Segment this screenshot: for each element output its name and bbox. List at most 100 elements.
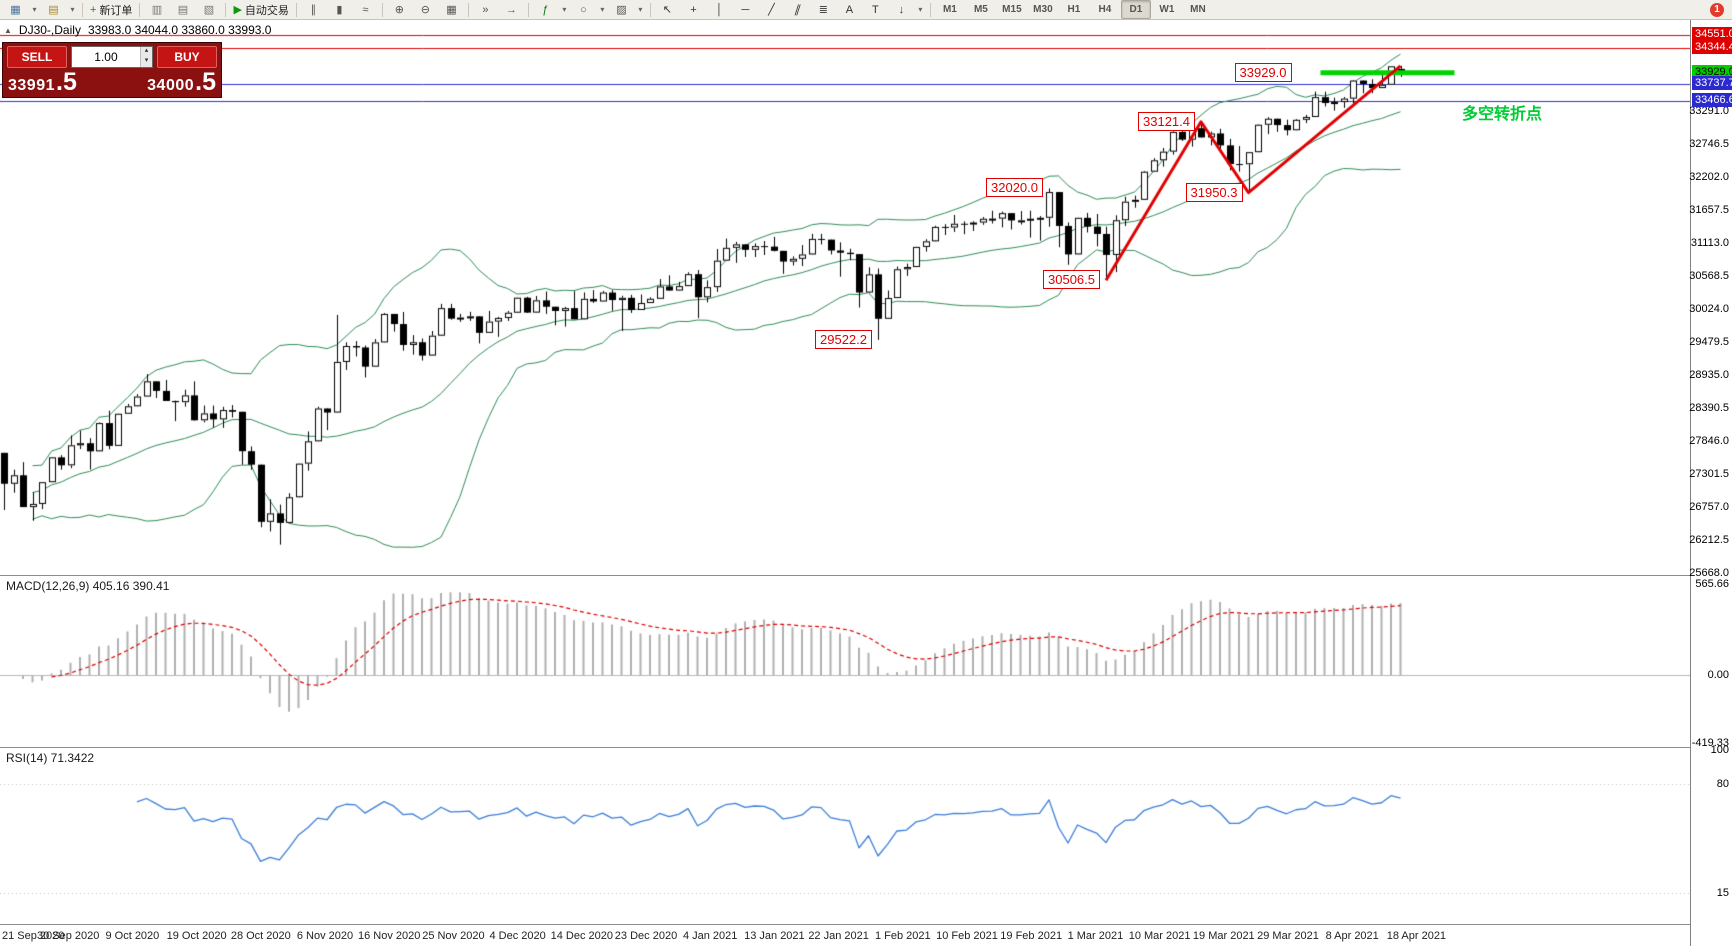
- fibonacci-icon[interactable]: ≣: [818, 4, 829, 16]
- indicators-icon[interactable]: ƒ: [542, 3, 549, 16]
- timeframe-m30[interactable]: M30: [1033, 4, 1053, 15]
- toolbar-separator: [295, 2, 297, 17]
- autotrading-icon[interactable]: ▶ 自动交易: [233, 4, 289, 17]
- panel-separator[interactable]: [0, 747, 1732, 748]
- profiles-dropdown-icon[interactable]: ▾: [70, 5, 75, 14]
- trendline-icon[interactable]: ╱: [768, 4, 775, 16]
- notification-badge-icon[interactable]: 1: [1710, 2, 1724, 17]
- text-icon[interactable]: A: [845, 3, 854, 16]
- time-axis-label: 19 Feb 2021: [1000, 930, 1063, 942]
- time-axis-label: 23 Dec 2020: [614, 930, 678, 942]
- timeframe-m15[interactable]: M15: [1002, 4, 1022, 15]
- volume-field[interactable]: ▴ ▾: [71, 46, 153, 68]
- price-scale-label: 26212.5: [1689, 534, 1729, 547]
- price-annotation[interactable]: 29522.2: [815, 329, 872, 349]
- chart-note-text[interactable]: 多空转折点: [1462, 106, 1543, 123]
- sell-price-frac: .5: [56, 68, 77, 96]
- price-annotation[interactable]: 33121.4: [1138, 111, 1195, 131]
- periods-dropdown-icon[interactable]: ▾: [600, 5, 605, 14]
- price-scale-label: 27301.5: [1689, 468, 1729, 481]
- periods-icon[interactable]: ○: [580, 3, 587, 16]
- zoom-out-icon[interactable]: ⊖: [420, 4, 431, 16]
- price-scale-label: 30568.5: [1689, 270, 1729, 283]
- price-scale-label: 26757.0: [1689, 501, 1729, 514]
- bar-chart-icon[interactable]: ∥: [310, 4, 317, 16]
- volume-up-icon[interactable]: ▴: [140, 47, 152, 57]
- rsi-scale-label: 100: [1710, 744, 1729, 756]
- buy-price-frac: .5: [195, 68, 216, 96]
- templates-icon[interactable]: ▨: [616, 4, 627, 16]
- price-annotation[interactable]: 33929.0: [1234, 62, 1292, 82]
- timeframe-m5[interactable]: M5: [973, 4, 988, 15]
- time-axis-label: 4 Dec 2020: [489, 930, 546, 942]
- volume-input[interactable]: [72, 47, 140, 67]
- new-chart-icon[interactable]: ▦: [10, 4, 21, 16]
- time-axis-label: 13 Jan 2021: [744, 930, 805, 942]
- sell-button[interactable]: SELL: [7, 46, 67, 68]
- price-scale-label: 27846.0: [1689, 435, 1729, 448]
- price-annotation[interactable]: 31950.3: [1185, 182, 1243, 202]
- collapse-subwindow-icon[interactable]: ▲: [4, 25, 12, 35]
- timeframe-d1[interactable]: D1: [1120, 0, 1151, 19]
- price-scale-label: 32202.0: [1689, 171, 1729, 184]
- chart-shift-icon[interactable]: →: [505, 3, 517, 16]
- time-axis-label: 19 Mar 2021: [1192, 930, 1255, 942]
- zoom-in-icon[interactable]: ⊕: [394, 4, 405, 16]
- toolbar-separator: [381, 2, 383, 17]
- panel-separator[interactable]: [0, 575, 1732, 576]
- price-scale-label: 28390.5: [1689, 402, 1729, 415]
- toolbar-separator: [225, 2, 227, 17]
- indicators-dropdown-icon[interactable]: ▾: [562, 5, 567, 14]
- line-chart-icon[interactable]: ≈: [362, 3, 369, 16]
- navigator-icon[interactable]: ▧: [203, 4, 215, 16]
- time-axis-label: 19 Oct 2020: [166, 930, 227, 942]
- price-scale[interactable]: 33291.0 32746.5 32202.0 31657.5 31113.0 30568…: [1689, 20, 1732, 946]
- chart-canvas[interactable]: [0, 20, 1690, 946]
- horizontal-line-icon[interactable]: ─: [741, 3, 750, 16]
- arrows-tool-icon[interactable]: ↓: [898, 3, 905, 16]
- quote-prices: 33991 .5 34000 .5: [7, 70, 217, 95]
- time-axis-label: 22 Jan 2021: [808, 930, 869, 942]
- new-chart-dropdown-icon[interactable]: ▾: [32, 5, 37, 14]
- volume-down-icon[interactable]: ▾: [140, 57, 152, 67]
- time-axis-label: 10 Mar 2021: [1128, 930, 1191, 942]
- volume-spinner[interactable]: ▴ ▾: [139, 47, 152, 67]
- time-axis-label: 4 Jan 2021: [682, 930, 738, 942]
- arrows-dropdown-icon[interactable]: ▾: [918, 5, 923, 14]
- market-watch-icon[interactable]: ▥: [151, 4, 163, 16]
- price-annotation[interactable]: 30506.5: [1043, 270, 1100, 290]
- toolbar-separator: [139, 2, 141, 17]
- timeframe-m1[interactable]: M1: [942, 4, 957, 15]
- new-order-icon[interactable]: + 新订单: [90, 3, 133, 17]
- time-axis-label: 29 Mar 2021: [1257, 930, 1319, 942]
- chart-window[interactable]: ▲ DJ30-,Daily 33983.0 34044.0 33860.0 33…: [0, 20, 1732, 946]
- profiles-icon[interactable]: ▤: [48, 4, 59, 16]
- time-axis-label: 6 Nov 2020: [296, 930, 354, 942]
- data-window-icon[interactable]: ▤: [177, 4, 189, 16]
- timeframe-h1[interactable]: H1: [1067, 4, 1081, 15]
- vertical-line-icon[interactable]: │: [715, 3, 723, 16]
- auto-scroll-icon[interactable]: »: [482, 3, 489, 16]
- price-marker: 34551.0: [1692, 27, 1732, 42]
- toolbar-separator: [929, 2, 931, 17]
- macd-indicator-label: MACD(12,26,9) 405.16 390.41: [6, 579, 170, 593]
- timeframe-w1[interactable]: W1: [1159, 4, 1175, 15]
- text-label-icon[interactable]: T: [872, 3, 879, 16]
- buy-button[interactable]: BUY: [157, 46, 217, 68]
- price-annotation[interactable]: 32020.0: [986, 178, 1043, 198]
- toolbar: ▦ ▾ ▤ ▾ + 新订单 ▥ ▤ ▧ ▶ 自动交易 ∥ ▮ ≈ ⊕ ⊖ ▦ » → ƒ ▾ ○ ▾ ▨ ▾ ↖ + │ ─ ╱ ∥ ≣ A T ↓…: [0, 0, 1732, 20]
- timeframe-mn[interactable]: MN: [1190, 4, 1206, 15]
- channel-icon[interactable]: ∥: [792, 4, 802, 16]
- panel-separator[interactable]: [0, 924, 1732, 925]
- crosshair-icon[interactable]: +: [690, 3, 697, 16]
- cursor-icon[interactable]: ↖: [662, 4, 673, 16]
- price-marker: 33929.0: [1692, 64, 1732, 79]
- candlestick-chart-icon[interactable]: ▮: [336, 4, 343, 16]
- buy-price-main: 34000: [147, 77, 195, 94]
- rsi-scale-label: 80: [1716, 777, 1729, 790]
- tile-windows-icon[interactable]: ▦: [446, 4, 457, 16]
- timeframe-h4[interactable]: H4: [1098, 4, 1112, 15]
- time-axis-label: 9 Oct 2020: [105, 930, 160, 942]
- templates-dropdown-icon[interactable]: ▾: [638, 5, 643, 14]
- time-axis-label: 8 Apr 2021: [1325, 930, 1379, 942]
